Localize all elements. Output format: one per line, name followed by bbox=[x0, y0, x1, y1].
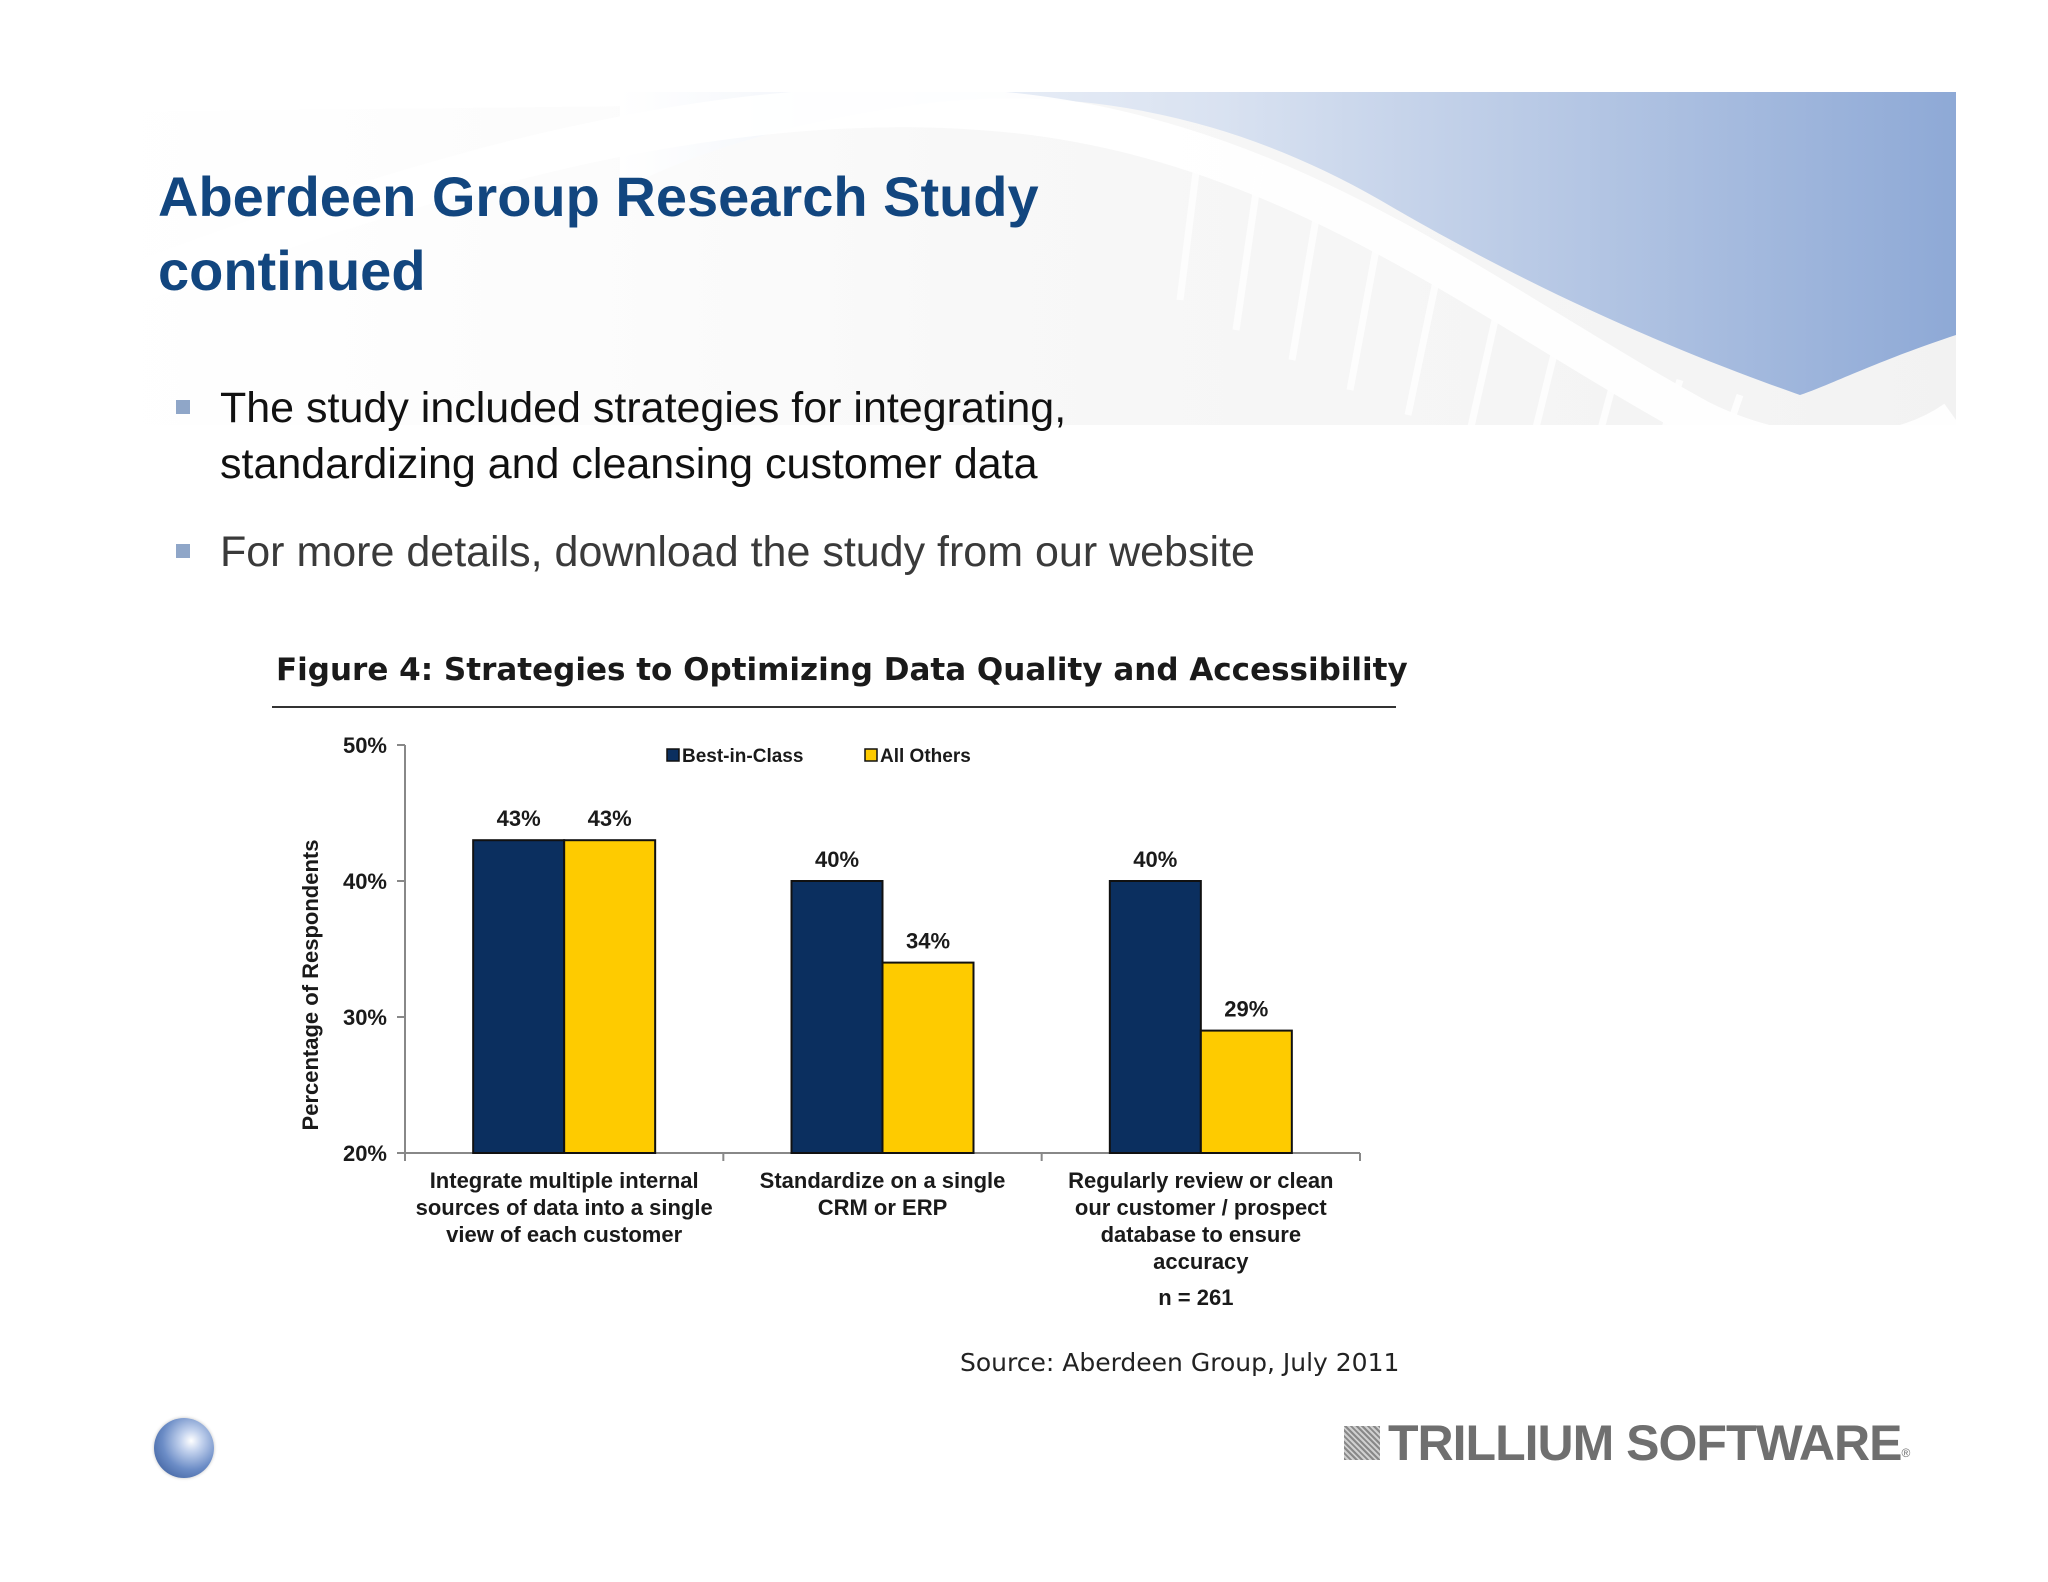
x-category-label: Regularly review or clean bbox=[1068, 1168, 1333, 1193]
data-label: 40% bbox=[1133, 847, 1177, 872]
y-tick-label: 50% bbox=[343, 733, 387, 758]
data-label: 34% bbox=[906, 929, 950, 954]
data-label: 40% bbox=[815, 847, 859, 872]
chart-source: Source: Aberdeen Group, July 2011 bbox=[960, 1348, 1400, 1377]
legend-swatch bbox=[864, 748, 878, 762]
x-category-label: our customer / prospect bbox=[1075, 1195, 1328, 1220]
bullet-text: The study included strategies for integr… bbox=[220, 380, 1470, 492]
legend-label: All Others bbox=[880, 746, 971, 767]
y-axis-title: Percentage of Respondents bbox=[298, 840, 323, 1131]
bar bbox=[563, 839, 657, 1154]
x-category-label: accuracy bbox=[1153, 1249, 1249, 1274]
registered-mark: ® bbox=[1901, 1446, 1911, 1460]
x-category-label: database to ensure bbox=[1101, 1222, 1302, 1247]
x-category-label: Integrate multiple internal bbox=[430, 1168, 699, 1193]
y-tick-label: 20% bbox=[343, 1141, 387, 1166]
data-label: 43% bbox=[588, 806, 632, 831]
bar bbox=[472, 839, 566, 1154]
trillium-logo: TRILLIUM SOFTWARE ® bbox=[1344, 1415, 1911, 1471]
x-category-label: CRM or ERP bbox=[818, 1195, 948, 1220]
x-category-label: Standardize on a single bbox=[760, 1168, 1006, 1193]
bullet-marker-icon bbox=[176, 400, 190, 414]
trillium-mark-icon bbox=[1344, 1426, 1380, 1460]
data-label: 29% bbox=[1224, 997, 1268, 1022]
orb-icon bbox=[154, 1418, 214, 1478]
bullet-text: For more details, download the study fro… bbox=[220, 524, 1470, 580]
data-label: 43% bbox=[497, 806, 541, 831]
x-category-label: view of each customer bbox=[446, 1222, 682, 1247]
figure-title-rule bbox=[272, 706, 1396, 708]
figure-title: Figure 4: Strategies to Optimizing Data … bbox=[276, 652, 1408, 688]
slide-title-line: Aberdeen Group Research Study bbox=[158, 165, 1039, 228]
y-tick-label: 30% bbox=[343, 1005, 387, 1030]
chart-note: n = 261 bbox=[1158, 1285, 1233, 1310]
slide-title: Aberdeen Group Research Study continued bbox=[158, 160, 1158, 308]
trillium-logo-text: TRILLIUM SOFTWARE bbox=[1388, 1415, 1902, 1471]
x-category-label: sources of data into a single bbox=[416, 1195, 713, 1220]
bar bbox=[881, 961, 975, 1154]
bar bbox=[1199, 1029, 1293, 1154]
bar bbox=[790, 880, 884, 1154]
bullet-line: standardizing and cleansing customer dat… bbox=[220, 440, 1038, 488]
bullet-line: For more details, download the study fro… bbox=[220, 528, 1255, 576]
y-tick-label: 40% bbox=[343, 869, 387, 894]
slide-title-line: continued bbox=[158, 239, 426, 302]
bullet-line: The study included strategies for integr… bbox=[220, 384, 1067, 432]
bar bbox=[1108, 880, 1202, 1154]
bullet-marker-icon bbox=[176, 544, 190, 558]
legend-label: Best-in-Class bbox=[682, 746, 803, 767]
legend-swatch bbox=[666, 748, 680, 762]
